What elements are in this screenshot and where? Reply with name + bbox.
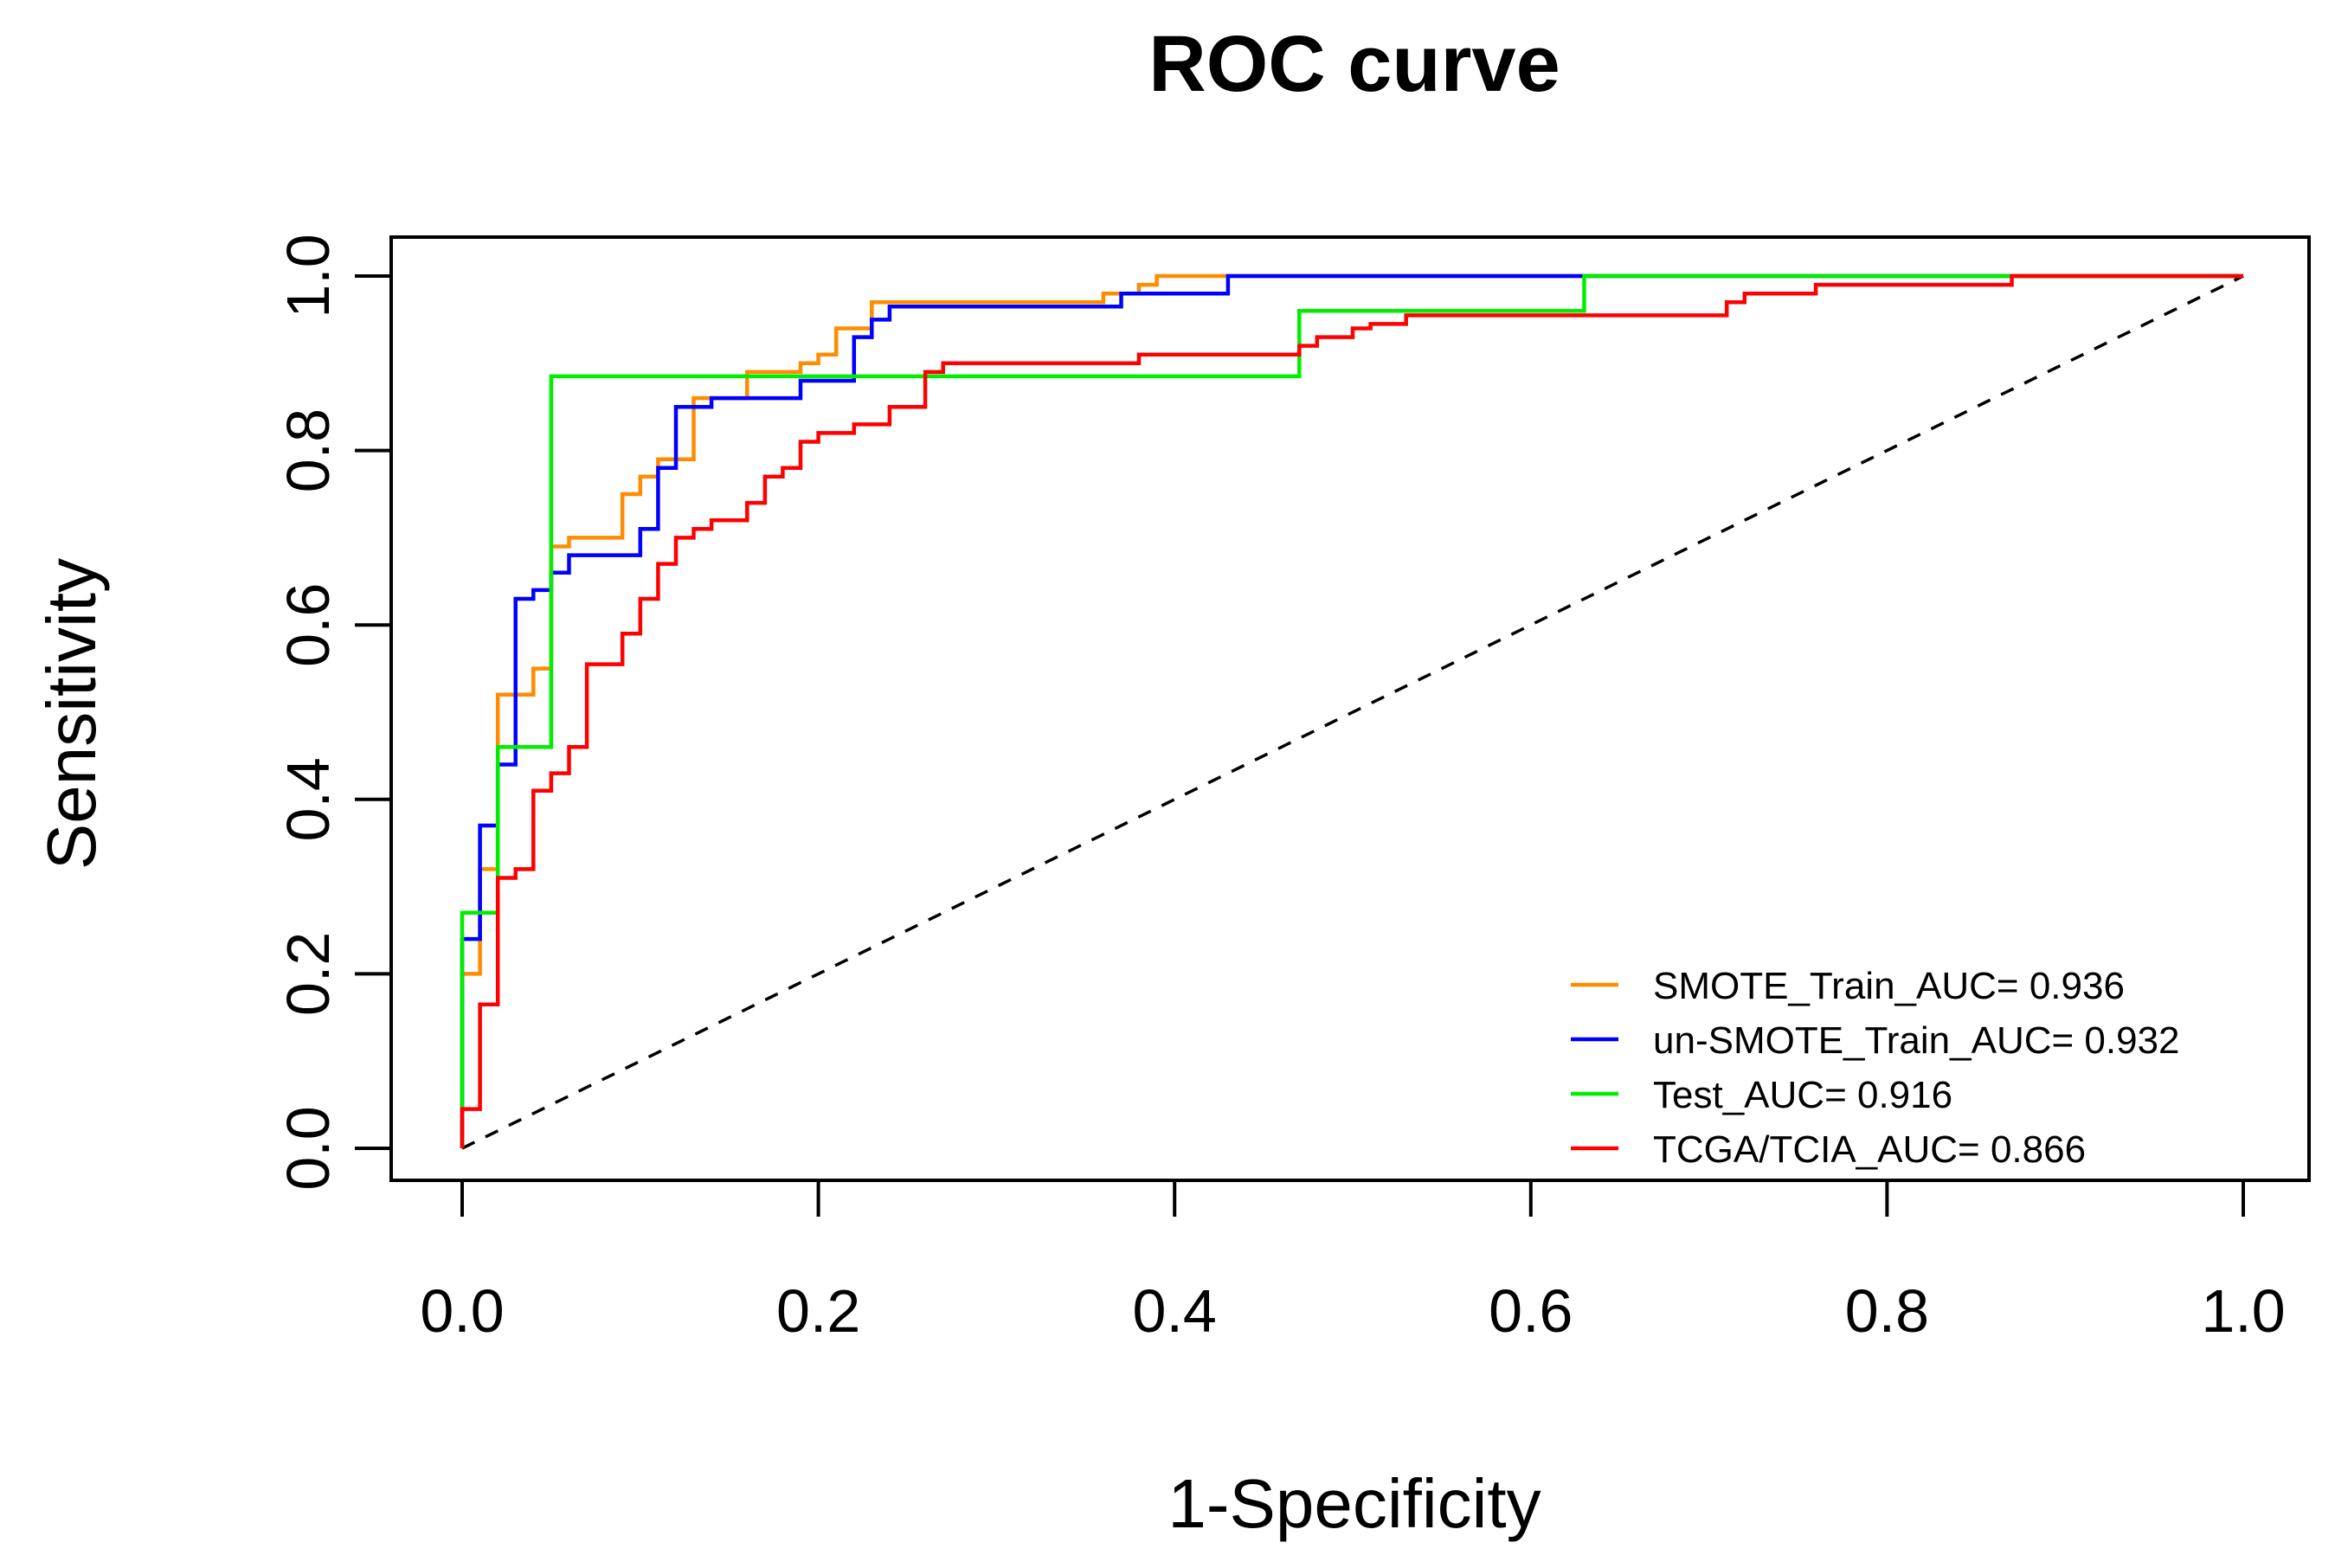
- chance-reference-line: [461, 274, 2244, 1150]
- y-tick-label: 0.6: [274, 583, 342, 667]
- x-axis-ticks: 0.0 0.2 0.4 0.6 0.8 1.0: [420, 1180, 2286, 1345]
- x-tick-label: 1.0: [2201, 1277, 2285, 1345]
- roc-series-line-1: [460, 273, 2243, 1148]
- x-tick-label: 0.0: [420, 1277, 504, 1345]
- legend-label: TCGA/TCIA_AUC= 0.866: [1653, 1128, 2086, 1171]
- roc-series-line-2: [460, 273, 2243, 1148]
- x-tick-label: 0.2: [776, 1277, 860, 1345]
- y-axis-ticks: 0.0 0.2 0.4 0.6 0.8 1.0: [274, 234, 391, 1191]
- y-tick-label: 0.4: [274, 757, 342, 841]
- y-tick-label: 0.0: [274, 1106, 342, 1190]
- y-tick-label: 0.2: [274, 932, 342, 1016]
- y-tick-label: 0.8: [274, 408, 342, 492]
- roc-series: [460, 273, 2243, 1148]
- chart-title: ROC curve: [1148, 20, 1560, 108]
- legend-label: SMOTE_Train_AUC= 0.936: [1653, 965, 2125, 1007]
- legend-label: un-SMOTE_Train_AUC= 0.932: [1653, 1019, 2180, 1062]
- x-tick-label: 0.8: [1845, 1277, 1929, 1345]
- legend-label: Test_AUC= 0.916: [1653, 1074, 1952, 1116]
- plot-area-frame: [389, 235, 2311, 1182]
- x-tick-label: 0.4: [1133, 1277, 1217, 1345]
- x-tick-label: 0.6: [1489, 1277, 1573, 1345]
- y-axis-label: Sensitivity: [33, 558, 110, 870]
- roc-series-line-3: [460, 273, 2243, 1148]
- x-axis-label: 1-Specificity: [1168, 1465, 1541, 1542]
- legend: SMOTE_Train_AUC= 0.936 un-SMOTE_Train_AUC…: [1571, 965, 2180, 1171]
- y-tick-label: 1.0: [274, 234, 342, 318]
